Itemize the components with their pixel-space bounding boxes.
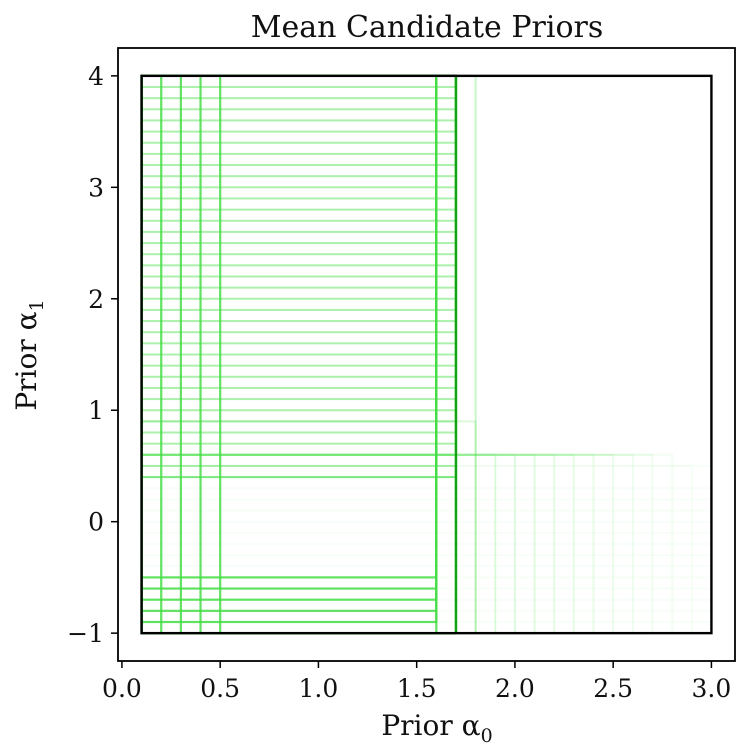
- y-tick-label: 2: [88, 285, 104, 314]
- x-tick-label: 0.0: [102, 674, 142, 703]
- x-tick-label: 3.0: [692, 674, 732, 703]
- y-tick-label: 4: [88, 62, 104, 91]
- y-tick-label: −1: [67, 619, 104, 648]
- x-tick-label: 2.0: [495, 674, 535, 703]
- x-axis-ticks: 0.0 0.5 1.0 1.5 2.0 2.5 3.0: [102, 661, 731, 703]
- x-tick-label: 1.0: [299, 674, 339, 703]
- x-axis-label-text: Prior α: [381, 709, 480, 742]
- candidate-rectangles: [140, 74, 713, 635]
- y-axis-label: Prior α1: [10, 299, 48, 410]
- chart-title: Mean Candidate Priors: [251, 10, 604, 45]
- y-axis-ticks: −1 0 1 2 3 4: [67, 62, 118, 648]
- y-axis-label-subscript: 1: [26, 299, 48, 311]
- x-axis-label: Prior α0: [381, 709, 492, 747]
- x-tick-label: 0.5: [200, 674, 240, 703]
- y-axis-label-text: Prior α: [10, 311, 43, 410]
- x-tick-label: 1.5: [397, 674, 437, 703]
- y-tick-label: 0: [88, 508, 104, 537]
- plot-frame: [117, 47, 736, 662]
- x-axis-label-subscript: 0: [481, 725, 493, 747]
- y-tick-label: 3: [88, 173, 104, 202]
- x-tick-label: 2.5: [593, 674, 633, 703]
- y-tick-label: 1: [88, 396, 104, 425]
- bounds-box: [140, 74, 713, 635]
